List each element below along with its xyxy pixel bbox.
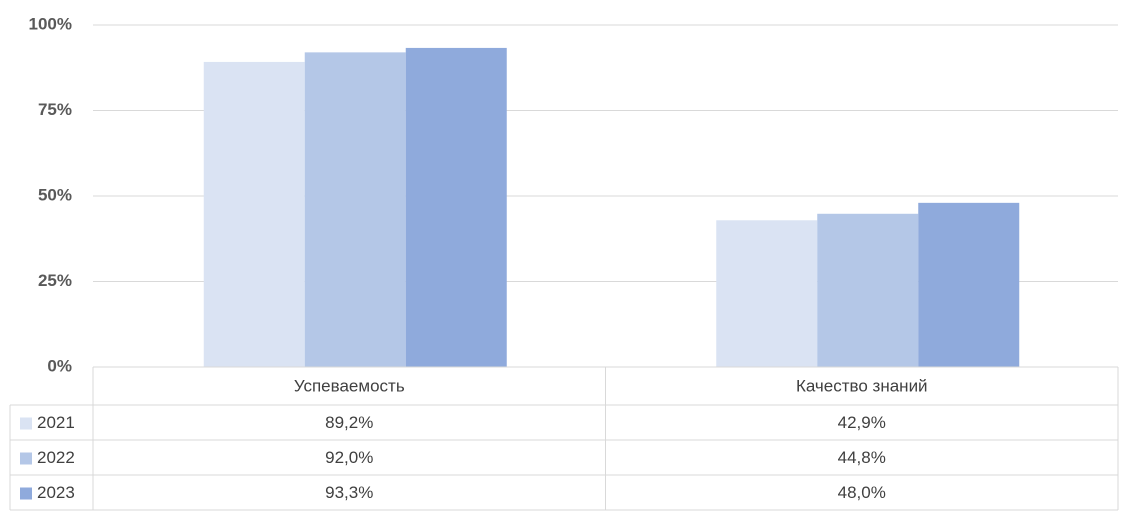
- legend-key: [20, 417, 32, 430]
- legend-label: 2023: [37, 483, 75, 502]
- legend-key: [20, 452, 32, 465]
- data-label: 89,2%: [325, 413, 373, 432]
- legend-key: [20, 487, 32, 500]
- bar: [405, 47, 507, 367]
- data-label: 93,3%: [325, 483, 373, 502]
- data-label: 44,8%: [838, 448, 886, 467]
- y-tick-label: 75%: [38, 100, 72, 119]
- x-tick-label: Успеваемость: [294, 376, 405, 395]
- y-tick-label: 25%: [38, 271, 72, 290]
- y-tick-label: 0%: [47, 356, 72, 375]
- bar: [817, 213, 919, 367]
- y-tick-label: 50%: [38, 185, 72, 204]
- bar: [304, 52, 406, 368]
- data-label: 42,9%: [838, 413, 886, 432]
- bar: [716, 220, 818, 367]
- x-tick-label: Качество знаний: [796, 376, 928, 395]
- legend-label: 2022: [37, 448, 75, 467]
- bar: [203, 61, 305, 367]
- bar: [918, 202, 1020, 367]
- data-label: 48,0%: [838, 483, 886, 502]
- legend-label: 2021: [37, 413, 75, 432]
- y-tick-label: 100%: [29, 14, 72, 33]
- data-label: 92,0%: [325, 448, 373, 467]
